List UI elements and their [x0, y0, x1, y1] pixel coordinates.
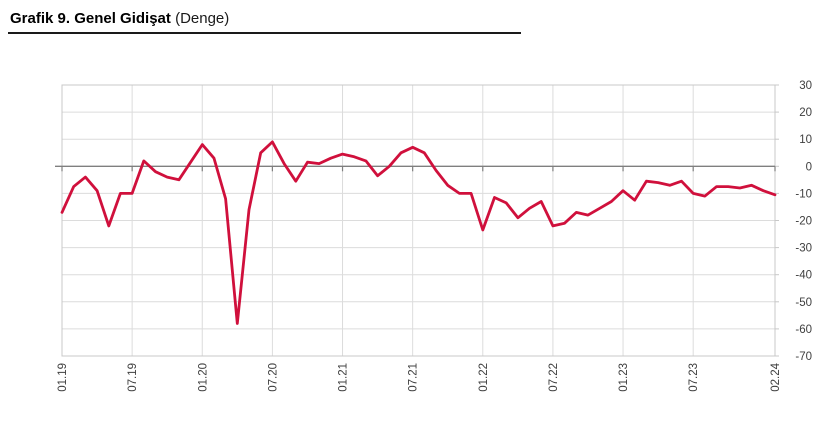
x-axis-label: 07.23 — [688, 363, 700, 392]
x-axis-label: 01.22 — [478, 363, 490, 392]
x-axis-label: 07.21 — [408, 363, 420, 392]
y-axis-label: -30 — [795, 243, 812, 255]
x-axis-label: 01.19 — [57, 363, 69, 392]
y-axis-label: -60 — [795, 324, 812, 336]
x-axis-label: 07.20 — [267, 363, 279, 392]
chart-title-main: Grafik 9. Genel Gidişat — [10, 10, 171, 27]
chart-plot-border — [61, 84, 779, 357]
chart-y-axis-labels: 30 20 10 0 -10 -20 -30 -40 -50 -60 -70 — [795, 80, 812, 363]
x-axis-label: 01.21 — [338, 363, 350, 392]
y-axis-label: -40 — [795, 270, 812, 282]
x-axis-label: 07.19 — [127, 363, 139, 392]
chart-gridlines — [61, 84, 776, 357]
chart-title: Grafik 9. Genel Gidişat (Denge) — [8, 8, 521, 34]
chart-zero-axis — [55, 165, 776, 172]
chart-title-subtitle: (Denge) — [170, 10, 230, 27]
x-axis-label: 02.24 — [770, 362, 782, 391]
y-axis-label: -20 — [795, 216, 812, 228]
y-axis-label: -50 — [795, 297, 812, 309]
y-axis-label: 0 — [806, 161, 812, 173]
y-axis-label: -10 — [795, 188, 812, 200]
x-axis-label: 01.23 — [618, 363, 630, 392]
y-axis-label: 20 — [799, 107, 812, 119]
x-axis-label: 07.22 — [548, 363, 560, 392]
chart-series-line — [60, 140, 777, 325]
series-line — [60, 140, 777, 325]
y-axis-label: 10 — [799, 134, 812, 146]
chart-x-axis-labels: 01.19 07.19 01.20 07.20 01.21 07.21 01.22 07.22… — [57, 362, 782, 391]
x-axis-label: 01.20 — [197, 363, 209, 392]
y-axis-label: -70 — [795, 351, 812, 363]
y-axis-label: 30 — [799, 80, 812, 92]
